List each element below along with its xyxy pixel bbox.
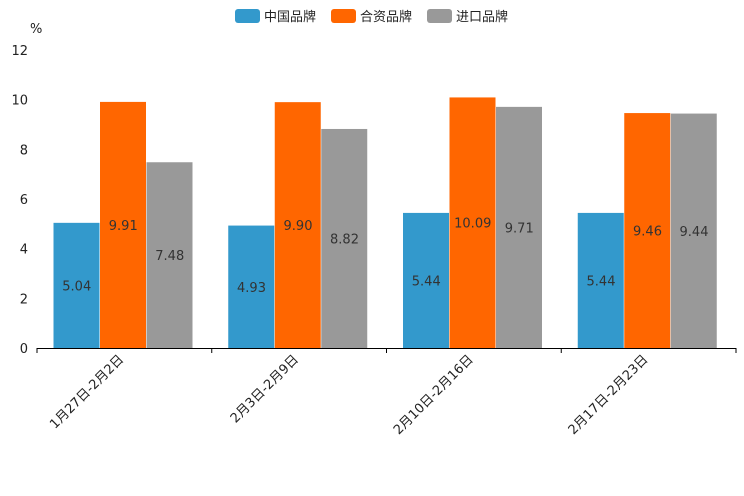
data-label: 4.93 (237, 281, 266, 296)
data-label: 10.09 (454, 217, 491, 232)
bars (53, 97, 717, 349)
data-label: 7.48 (155, 249, 184, 264)
y-tick-label: 2 (20, 292, 28, 307)
y-tick-label: 12 (11, 44, 28, 59)
data-label: 5.44 (412, 274, 441, 289)
x-category-label: 1月27日-2月2日 (47, 352, 127, 432)
bar-3-3 (496, 106, 542, 348)
x-category-label: 2月17日-2月23日 (566, 352, 652, 438)
legend-swatch-2 (331, 9, 356, 23)
bar-2-2 (274, 102, 321, 349)
data-label: 9.46 (633, 225, 662, 240)
y-tick-label: 8 (20, 143, 28, 158)
y-axis-unit-label: % (30, 22, 42, 37)
data-label: 5.04 (62, 279, 91, 294)
x-axis: 1月27日-2月2日 2月3日-2月9日 2月10日-2月16日 2月17日-2月23… (36, 348, 737, 438)
data-label: 9.44 (680, 225, 709, 240)
data-label: 8.82 (330, 232, 359, 247)
bar-2-1 (100, 101, 146, 348)
legend-swatch-3 (427, 9, 452, 23)
bar-3-4 (670, 113, 717, 348)
y-axis: 0 2 4 6 8 10 12 (11, 44, 28, 357)
x-category-label: 2月3日-2月9日 (228, 352, 302, 426)
data-label: 5.44 (587, 274, 616, 289)
x-category-label: 2月10日-2月16日 (391, 352, 477, 438)
y-tick-label: 6 (20, 193, 28, 208)
data-label: 9.91 (109, 219, 138, 234)
legend-label-3: 进口品牌 (456, 9, 508, 25)
bar-3-2 (321, 128, 368, 348)
bar-1-3 (403, 212, 449, 348)
legend-label-2: 合资品牌 (360, 9, 412, 25)
legend-swatch-1 (235, 9, 260, 23)
data-label: 9.71 (505, 221, 534, 236)
data-labels: 5.04 9.91 7.48 4.93 9.90 8.82 5.44 10.09 9.71 5.4… (62, 217, 708, 296)
legend: 中国品牌 合资品牌 进口品牌 (235, 9, 508, 25)
y-tick-label: 0 (20, 342, 28, 357)
bar-1-2 (228, 225, 275, 348)
bar-2-3 (449, 97, 496, 348)
y-tick-label: 4 (20, 243, 28, 258)
bar-2-4 (624, 113, 671, 349)
y-tick-label: 10 (11, 94, 28, 109)
bar-1-4 (577, 212, 624, 348)
bar-3-1 (146, 162, 193, 348)
legend-label-1: 中国品牌 (264, 9, 316, 25)
bar-1-1 (53, 222, 100, 348)
data-label: 9.90 (284, 219, 313, 234)
